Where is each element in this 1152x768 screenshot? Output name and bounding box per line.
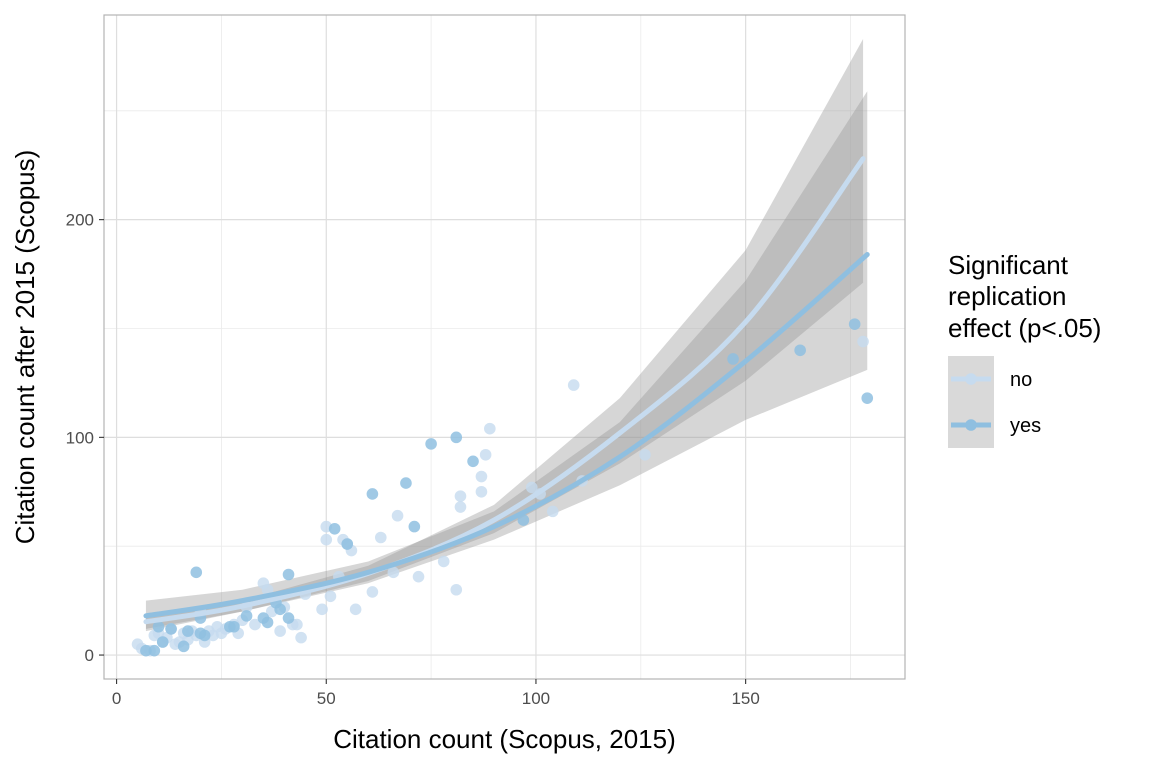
x-tick-label: 0	[112, 689, 121, 708]
data-point-yes	[727, 353, 739, 365]
plot-panel-border	[103, 14, 906, 680]
data-point-no	[274, 625, 286, 637]
data-point-yes	[400, 477, 412, 489]
data-point-no	[387, 566, 400, 579]
data-point-yes	[467, 455, 479, 468]
legend: Significant replication effect (p<.05) n…	[948, 250, 1101, 448]
data-point-yes	[156, 636, 169, 648]
data-point-yes	[177, 640, 190, 653]
data-point-yes	[228, 620, 240, 633]
x-tick-label: 150	[731, 689, 759, 708]
data-point-yes	[450, 431, 463, 444]
data-point-yes	[148, 644, 161, 657]
data-point-yes	[274, 603, 286, 616]
data-point-no	[324, 590, 337, 603]
x-tick-label: 100	[522, 689, 550, 708]
data-point-yes	[240, 610, 253, 622]
data-point-no	[525, 481, 538, 494]
data-point-yes	[261, 616, 274, 629]
data-point-no	[295, 631, 307, 644]
data-point-yes	[182, 625, 194, 637]
data-point-yes	[282, 568, 295, 581]
data-point-no	[450, 583, 463, 596]
data-point-yes	[425, 438, 437, 450]
data-point-no	[391, 509, 404, 522]
x-axis-title: Citation count (Scopus, 2015)	[333, 724, 676, 754]
data-point-no	[546, 505, 559, 518]
data-point-no	[320, 533, 333, 546]
legend-title-line-1: Significant	[948, 250, 1069, 280]
fit-line-no	[143, 156, 866, 625]
data-point-yes	[848, 318, 861, 330]
data-point-yes	[190, 566, 203, 579]
data-point-yes	[152, 620, 165, 633]
legend-label-yes: yes	[1010, 415, 1041, 437]
data-point-no	[475, 470, 488, 483]
data-point-no	[316, 603, 328, 616]
data-point-no	[567, 379, 580, 391]
data-point-no	[374, 531, 387, 544]
plot-panel-background	[104, 15, 905, 679]
data-point-no	[857, 335, 869, 348]
legend-label-no: no	[1010, 369, 1032, 391]
data-point-no	[479, 448, 492, 461]
data-point-yes	[517, 514, 530, 526]
data-point-no	[291, 618, 303, 631]
data-point-no	[366, 586, 379, 598]
y-tick-label: 100	[66, 428, 94, 447]
data-point-yes	[366, 488, 379, 500]
y-axis-title: Citation count after 2015 (Scopus)	[10, 150, 40, 545]
minor-grid	[104, 15, 905, 679]
data-point-no	[475, 485, 488, 498]
data-point-no	[454, 501, 467, 513]
data-point-yes	[165, 623, 177, 635]
data-point-yes	[328, 522, 341, 535]
legend-title-line-2: replication	[948, 281, 1067, 311]
y-tick-label: 200	[66, 211, 94, 230]
major-grid	[104, 15, 905, 679]
legend-title-line-3: effect (p<.05)	[948, 313, 1101, 343]
data-point-yes	[341, 538, 354, 550]
confidence-band-no	[145, 38, 864, 629]
data-point-yes	[794, 344, 806, 357]
data-point-no	[454, 490, 467, 502]
legend-key-point-yes	[965, 419, 977, 431]
x-tick-label: 50	[317, 689, 336, 708]
data-point-yes	[198, 629, 211, 642]
fit-line-yes	[143, 251, 870, 619]
data-point-no	[249, 618, 261, 631]
data-point-no	[349, 603, 362, 616]
y-axis-ticks: 0 100 200	[66, 211, 104, 665]
legend-key-point-no	[965, 373, 977, 385]
data-point-no	[484, 422, 496, 435]
fit-lines	[143, 156, 870, 625]
data-point-yes	[282, 612, 295, 624]
data-point-yes	[861, 392, 874, 404]
data-point-no	[412, 570, 425, 583]
data-point-no	[639, 448, 651, 461]
data-point-no	[437, 555, 450, 568]
data-point-yes	[408, 520, 421, 533]
data-point-yes	[140, 644, 152, 657]
y-tick-label: 0	[85, 646, 94, 665]
x-axis-ticks: 0 50 100 150	[112, 679, 760, 708]
